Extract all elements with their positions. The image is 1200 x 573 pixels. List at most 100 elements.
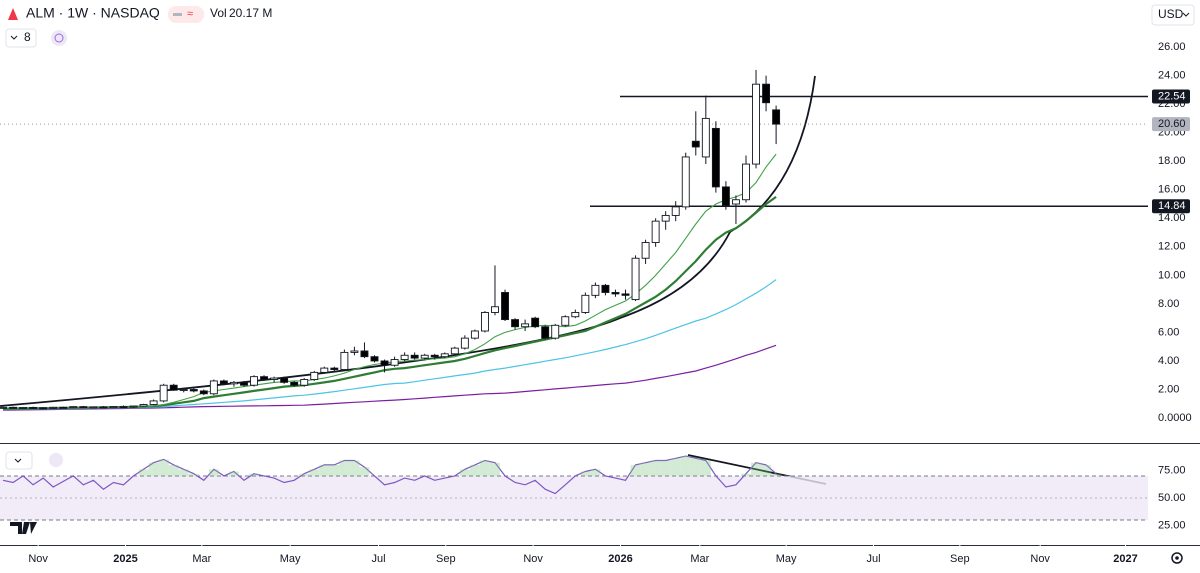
candle-body: [39, 407, 48, 410]
candle-body: [199, 390, 208, 395]
rsi-overbought: [670, 458, 681, 476]
rsi-overbought: [761, 464, 772, 476]
symbol[interactable]: ALM · 1W · NASDAQ: [26, 5, 160, 21]
rsi-overbought: [158, 459, 169, 476]
candle-body: [260, 376, 269, 380]
candle-body: [99, 406, 108, 409]
chevron: [1182, 12, 1190, 17]
candle-body: [270, 377, 279, 380]
candle-body: [661, 214, 670, 222]
rsi-overbought: [349, 460, 360, 476]
rsi-overbought: [359, 467, 370, 476]
candle-body: [390, 359, 399, 366]
candle-body: [430, 354, 439, 358]
candle-body: [681, 156, 690, 208]
candle-body: [460, 337, 469, 349]
y-tick-label: 26.00: [1158, 41, 1186, 53]
rsi-overbought: [700, 460, 711, 476]
toggle-icon: ≈: [187, 8, 193, 20]
candle-body: [380, 360, 389, 366]
x-tick-label: Jul: [371, 553, 385, 565]
layers: 26.0024.0022.0020.0018.0016.0014.0012.00…: [0, 41, 1192, 565]
x-tick-label: May: [280, 553, 301, 565]
moving-average: [2, 279, 777, 411]
rsi-overbought: [630, 464, 641, 476]
level-label: 14.84: [1158, 200, 1186, 212]
candle-body: [149, 400, 158, 405]
rsi-overbought: [680, 456, 691, 476]
candle-body: [611, 292, 620, 295]
rsi-overbought: [319, 464, 330, 476]
candle-body: [762, 83, 771, 104]
candle-body: [350, 350, 359, 353]
candle-body: [591, 284, 600, 296]
toggle[interactable]: [168, 6, 204, 23]
currency-box[interactable]: [1151, 4, 1195, 26]
candle-body: [491, 306, 499, 313]
candle-body: [571, 312, 580, 318]
candle-body: [79, 406, 88, 409]
x-tick-label: Nov: [28, 553, 48, 565]
candle-body: [189, 389, 198, 392]
candle-body: [711, 127, 720, 188]
currency: USD: [1158, 7, 1184, 21]
candle-body: [320, 367, 329, 373]
x-tick-label: 2025: [113, 553, 137, 565]
rsi-overbought: [299, 473, 310, 476]
moving-average: [2, 196, 777, 410]
x-tick-label: May: [776, 553, 797, 565]
candle-body: [581, 294, 590, 313]
vol-value: 20.17 M: [229, 6, 272, 20]
rsi-overbought: [329, 464, 340, 476]
candle-body: [742, 163, 750, 201]
rsi-overbought: [650, 460, 661, 476]
candle-body: [631, 257, 640, 301]
rsi-overbought: [178, 469, 189, 476]
rsi-overbought: [249, 473, 260, 476]
rsi-overbought: [479, 460, 490, 476]
candle-body: [250, 376, 258, 386]
candle-body: [29, 407, 38, 409]
logo: [8, 8, 18, 20]
candle-body: [209, 380, 218, 395]
rsi-overbought: [660, 460, 671, 476]
rsi-overbought: [690, 458, 701, 476]
sync-icon: [54, 33, 64, 43]
x-tick-label: Nov: [1030, 553, 1050, 565]
candle-body: [400, 354, 409, 360]
y-tick-label: 6.00: [1158, 326, 1179, 338]
rsi-overbought: [228, 471, 239, 476]
candle-body: [69, 406, 78, 409]
y-tick-label: 25.00: [1158, 519, 1186, 531]
y-tick-label: 8.00: [1158, 298, 1179, 310]
trend-curve: [729, 75, 816, 233]
rsi-overbought: [771, 473, 782, 476]
chevron: [14, 458, 22, 463]
candle-body: [450, 347, 459, 355]
settings[interactable]: [1171, 552, 1183, 564]
candle-body: [89, 406, 98, 409]
candle-body: [470, 330, 479, 339]
candle-body: [310, 371, 319, 380]
candle-body: [561, 316, 570, 326]
sync-icon[interactable]: [51, 30, 67, 46]
y-tick-label: 0.0000: [1158, 412, 1192, 424]
candle-body: [139, 404, 148, 407]
x-tick-label: Sep: [950, 553, 970, 565]
interval-box[interactable]: [5, 28, 37, 48]
candle-body: [551, 324, 560, 339]
level-label-box: [1152, 89, 1190, 104]
level-label: 22.54: [1158, 90, 1186, 102]
rsi-overbought: [740, 473, 751, 476]
candle-body: [340, 351, 349, 370]
y-tick-label: 10.00: [1158, 269, 1186, 281]
rsi-overbought: [751, 462, 762, 476]
candle-body: [0, 406, 7, 409]
last-price-box: [1152, 117, 1190, 132]
x-tick-label: Sep: [436, 553, 456, 565]
candle-body: [109, 406, 118, 409]
candle-body: [410, 354, 419, 359]
sync-icon[interactable]: [49, 453, 63, 467]
candle-body: [541, 326, 550, 339]
